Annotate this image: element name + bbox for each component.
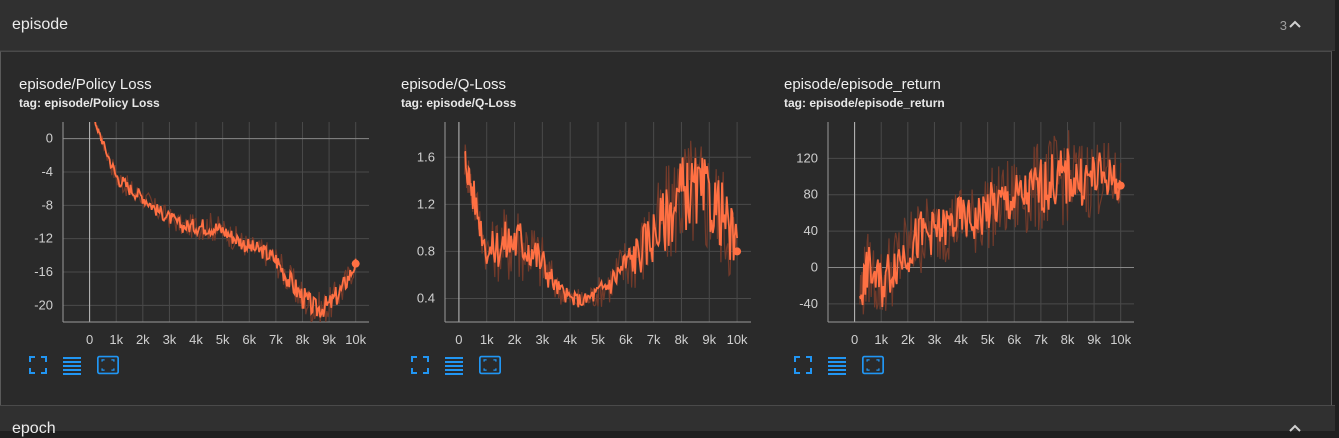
episode-return-plot[interactable]: 0 1k 2k 3k 4k 5k 6k 7k 8k 9k 10k 120 80 40 0 -40 [766,114,1146,344]
expand-chart-icon[interactable] [862,354,884,376]
x-tick-label: 0 [86,332,93,344]
chevron-up-icon[interactable] [1287,16,1303,32]
last-value-point [1116,181,1125,190]
x-tick-label: 5k [981,332,995,344]
x-tick-label: 8k [296,332,310,344]
section-count-badge: 3 [1279,18,1287,33]
y-tick-label: 0 [46,131,53,146]
y-tick-label: 1.6 [417,149,435,164]
section-title: episode [12,16,69,33]
chevron-up-icon[interactable] [1287,420,1303,436]
y-tick-label: 120 [796,150,818,165]
x-tick-label: 3k [163,332,177,344]
series-group [463,140,738,308]
section-header-epoch[interactable]: epoch [0,405,1335,437]
series-line [94,122,357,318]
x-tick-label: 5k [216,332,230,344]
x-tick-label: 1k [109,332,123,344]
fit-domain-icon[interactable] [409,354,431,376]
x-tick-label: 8k [1061,332,1075,344]
toggle-data-table-icon[interactable] [443,354,465,376]
x-tick-label: 1k [874,332,888,344]
x-tick-label: 10k [1110,332,1131,344]
x-tick-label: 3k [928,332,942,344]
last-value-point [351,259,360,268]
chart-tag: tag: episode/episode_return [784,96,945,110]
episode-charts-panel: episode/Policy Loss tag: episode/Policy … [0,51,1332,406]
toggle-data-table-icon[interactable] [826,354,848,376]
y-tick-label: 0.4 [417,290,435,305]
y-tick-label: 40 [804,223,818,238]
y-tick-label: 80 [804,187,818,202]
chart-tag: tag: episode/Policy Loss [19,96,160,110]
x-tick-label: 2k [901,332,915,344]
chart-card-policy-loss: episode/Policy Loss tag: episode/Policy … [1,52,381,405]
x-tick-label: 6k [1007,332,1021,344]
x-tick-label: 6k [242,332,256,344]
series-line [464,151,738,308]
x-tick-label: 9k [702,332,716,344]
x-tick-label: 9k [1087,332,1101,344]
section-header-episode[interactable]: episode 3 [0,0,1335,51]
x-tick-label: 7k [647,332,661,344]
toggle-data-table-icon[interactable] [61,354,83,376]
fit-domain-icon[interactable] [792,354,814,376]
x-tick-label: 2k [136,332,150,344]
y-tick-label: -12 [34,231,53,246]
chart-title: episode/Policy Loss [19,76,152,93]
raw-series-line [95,122,357,322]
x-tick-label: 7k [269,332,283,344]
x-tick-label: 7k [1034,332,1048,344]
x-tick-label: 10k [727,332,748,344]
x-tick-label: 2k [508,332,522,344]
policy-loss-plot[interactable]: 0 1k 2k 3k 4k 5k 6k 7k 8k 9k 10k 0 -4 -8 -12 -16 -20 [1,114,381,344]
y-tick-label: 1.2 [417,196,435,211]
x-tick-label: 0 [455,332,462,344]
y-tick-label: -16 [34,264,53,279]
q-loss-plot[interactable]: 0 1k 2k 3k 4k 5k 6k 7k 8k 9k 10k 1.6 1.2 0.8 0.4 [383,114,763,344]
chart-card-q-loss: episode/Q-Loss tag: episode/Q-Loss 0 1k 2k… [383,52,763,405]
series-group [94,122,357,322]
raw-series-line [859,130,1122,315]
chart-title: episode/episode_return [784,76,941,93]
x-tick-label: 10k [345,332,366,344]
x-tick-label: 9k [322,332,336,344]
chart-card-episode-return: episode/episode_return tag: episode/epis… [766,52,1146,405]
x-tick-label: 0 [851,332,858,344]
chart-title: episode/Q-Loss [401,76,507,93]
fit-domain-icon[interactable] [27,354,49,376]
x-tick-label: 8k [675,332,689,344]
x-tick-label: 4k [954,332,968,344]
chart-tag: tag: episode/Q-Loss [401,96,517,110]
x-tick-label: 4k [563,332,577,344]
series-group [859,130,1122,315]
x-tick-label: 4k [189,332,203,344]
section-title: epoch [12,420,56,437]
expand-chart-icon[interactable] [479,354,501,376]
y-tick-label: -8 [41,197,53,212]
series-line [859,148,1122,308]
x-tick-label: 6k [619,332,633,344]
y-tick-label: 0 [811,259,818,274]
y-tick-label: -20 [34,297,53,312]
y-tick-label: 0.8 [417,243,435,258]
y-tick-label: -40 [799,296,818,311]
expand-chart-icon[interactable] [97,354,119,376]
x-tick-label: 3k [535,332,549,344]
y-tick-label: -4 [41,164,53,179]
x-tick-label: 5k [591,332,605,344]
last-value-point [733,247,742,256]
x-tick-label: 1k [480,332,494,344]
